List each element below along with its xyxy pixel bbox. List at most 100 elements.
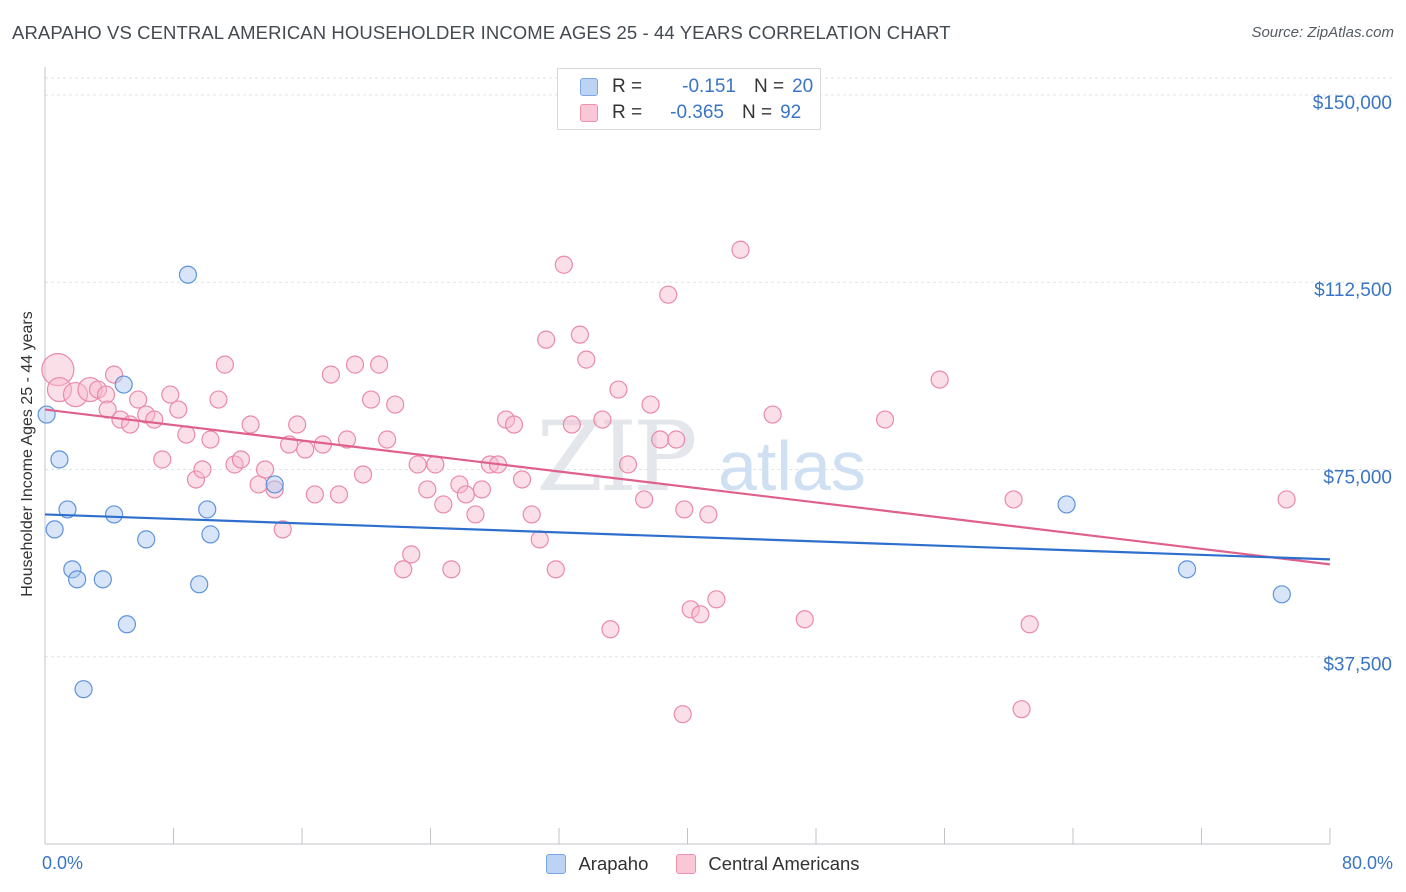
series-legend: Arapaho Central Americans	[0, 851, 1406, 877]
central-americans-point	[609, 380, 628, 399]
central-americans-point	[161, 385, 180, 404]
arapaho-point	[137, 530, 156, 549]
arapaho-point	[178, 265, 198, 284]
central-americans-point	[504, 415, 524, 434]
y-tick-label: $112,500	[1314, 280, 1392, 301]
central-americans-point	[255, 460, 275, 479]
central-americans-point	[337, 430, 357, 449]
legend-label: Central Americans	[708, 853, 860, 874]
central-americans-point	[329, 485, 349, 504]
central-americans-point	[618, 455, 638, 474]
legend-item-central-americans: Central Americans	[676, 853, 860, 875]
central-americans-point	[707, 590, 726, 609]
central-americans-point	[41, 353, 75, 387]
central-americans-point	[353, 465, 373, 484]
arapaho-point	[93, 570, 112, 589]
central-americans-point	[153, 450, 172, 469]
central-americans-point	[691, 605, 710, 624]
trend-lines	[44, 408, 1331, 566]
central-americans-point	[288, 415, 307, 434]
central-americans-point	[456, 485, 475, 504]
n-value: 20	[792, 76, 814, 97]
central-americans-point	[426, 455, 445, 474]
central-americans-point	[667, 430, 686, 449]
arapaho-point	[114, 375, 133, 394]
central-americans-point	[651, 430, 670, 449]
arapaho-point	[117, 615, 137, 634]
arapaho-point	[63, 560, 82, 579]
y-tick-label: $37,500	[1323, 655, 1392, 676]
central-americans-point	[681, 600, 700, 619]
central-americans-point	[370, 355, 389, 374]
central-americans-point	[472, 480, 491, 499]
central-americans-point	[201, 430, 220, 449]
central-americans-point	[104, 365, 124, 384]
central-americans-point	[177, 425, 196, 444]
y-tick-label: $75,000	[1323, 467, 1392, 488]
central-americans-point	[875, 410, 895, 429]
central-americans-point	[273, 520, 292, 539]
legend-label: Arapaho	[578, 853, 649, 874]
central-americans-point	[577, 350, 596, 369]
arapaho-point	[104, 505, 124, 524]
central-americans-point	[193, 460, 212, 479]
central-americans-point	[601, 620, 620, 639]
central-americans-point	[241, 415, 260, 434]
central-americans-point	[466, 505, 485, 524]
arapaho-point	[58, 500, 77, 519]
trend-line-central-americans	[44, 408, 1331, 566]
watermark-zip: ZIP	[536, 401, 695, 513]
legend-item-arapaho: Arapaho	[546, 853, 648, 875]
central-americans-swatch	[580, 104, 598, 122]
arapaho-point	[190, 575, 209, 594]
arapaho-point	[1057, 495, 1076, 514]
central-americans-point	[659, 285, 678, 304]
n-label: N =	[754, 76, 785, 97]
central-americans-point	[530, 530, 549, 549]
central-americans-point	[450, 475, 469, 494]
central-americans-point	[675, 500, 694, 519]
central-americans-point	[562, 415, 581, 434]
n-label: N =	[742, 102, 773, 123]
central-americans-point	[386, 395, 405, 414]
central-americans-point	[546, 560, 565, 579]
central-americans-point	[345, 355, 365, 374]
central-americans-point	[522, 505, 541, 524]
central-americans-point	[763, 405, 782, 424]
arapaho-point	[198, 500, 217, 519]
central-americans-point	[795, 610, 814, 629]
watermark-atlas: atlas	[718, 427, 866, 505]
central-americans-point	[635, 490, 654, 509]
central-americans-point	[1004, 490, 1023, 509]
central-americans-point	[930, 370, 949, 389]
central-americans-point	[570, 325, 589, 344]
central-americans-point	[321, 365, 341, 384]
r-value: -0.365	[670, 102, 724, 123]
central-americans-point	[1277, 490, 1296, 509]
r-label: R =	[612, 102, 643, 123]
central-americans-point	[673, 705, 692, 724]
central-americans-point	[96, 385, 116, 404]
arapaho-point	[45, 520, 64, 539]
central-americans-point	[265, 480, 284, 499]
central-americans-point	[394, 560, 413, 579]
arapaho-swatch	[580, 78, 598, 96]
central-americans-point	[537, 330, 556, 349]
arapaho-point	[68, 570, 87, 589]
central-americans-point	[731, 240, 750, 259]
watermark: ZIP atlas	[536, 401, 865, 513]
central-americans-point	[408, 455, 427, 474]
central-americans-point	[378, 430, 397, 449]
x-tick-label-max: 80.0%	[1342, 853, 1393, 873]
stats-row-arapaho: R = -0.151 N = 20	[580, 75, 813, 99]
arapaho-point	[74, 680, 93, 699]
central-americans-point	[62, 381, 89, 408]
central-americans-point	[296, 440, 315, 459]
series-central-americans	[41, 240, 1296, 724]
axes	[44, 67, 1331, 845]
central-americans-point	[231, 450, 251, 469]
central-americans-point	[512, 470, 532, 489]
arapaho-point	[1272, 585, 1291, 604]
central-americans-point	[434, 495, 453, 514]
